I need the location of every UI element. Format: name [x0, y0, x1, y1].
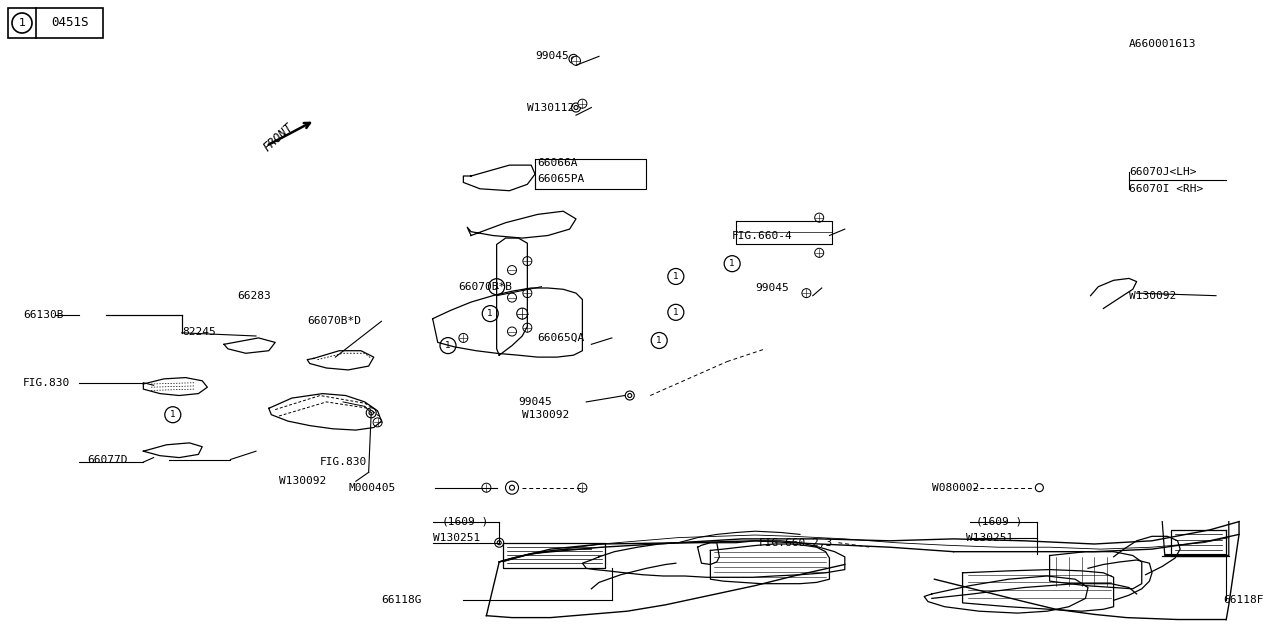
Text: (1609-): (1609-)	[975, 516, 1023, 527]
Text: 99045: 99045	[518, 397, 552, 407]
Circle shape	[372, 418, 383, 427]
Text: W130112: W130112	[527, 102, 575, 113]
Circle shape	[652, 333, 667, 348]
Text: 99045: 99045	[755, 283, 788, 293]
Text: FIG.830: FIG.830	[320, 457, 367, 467]
Circle shape	[517, 308, 527, 319]
Circle shape	[577, 483, 588, 492]
Circle shape	[522, 289, 532, 298]
Text: 66065PA: 66065PA	[538, 174, 585, 184]
Text: 66077D: 66077D	[87, 454, 128, 465]
Text: 1: 1	[730, 259, 735, 268]
Circle shape	[1036, 484, 1043, 492]
Circle shape	[668, 269, 684, 284]
Text: W080002: W080002	[932, 483, 979, 493]
Text: W130251: W130251	[966, 532, 1014, 543]
Text: 66130B: 66130B	[23, 310, 64, 320]
Text: 1: 1	[18, 18, 26, 28]
Text: 66065QA: 66065QA	[538, 333, 585, 343]
Text: 1: 1	[673, 272, 678, 281]
Text: 1: 1	[170, 410, 175, 419]
Text: 66070J<LH>: 66070J<LH>	[1129, 166, 1197, 177]
Text: FRONT: FRONT	[261, 121, 296, 154]
Text: 1: 1	[494, 282, 499, 291]
Circle shape	[625, 391, 635, 400]
Circle shape	[366, 408, 376, 418]
Circle shape	[458, 333, 468, 342]
Text: FIG.660-2,3: FIG.660-2,3	[759, 538, 833, 548]
Text: (1609-): (1609-)	[442, 516, 489, 527]
Text: 0451S: 0451S	[51, 17, 88, 29]
Text: W130092: W130092	[522, 410, 570, 420]
Text: W130251: W130251	[433, 532, 480, 543]
Text: 66066A: 66066A	[538, 158, 579, 168]
Circle shape	[483, 306, 498, 321]
Circle shape	[507, 266, 517, 275]
Text: 1: 1	[657, 336, 662, 345]
Text: 66118G: 66118G	[381, 595, 422, 605]
Circle shape	[668, 304, 684, 320]
Text: FIG.660-4: FIG.660-4	[732, 230, 792, 241]
Circle shape	[440, 338, 456, 353]
Circle shape	[506, 481, 518, 494]
Circle shape	[507, 293, 517, 302]
Text: W130092: W130092	[1129, 291, 1176, 301]
Text: M000405: M000405	[348, 483, 396, 493]
Text: 66070B*B: 66070B*B	[458, 282, 512, 292]
Circle shape	[494, 538, 504, 547]
Circle shape	[571, 56, 581, 65]
Circle shape	[801, 289, 812, 298]
Text: A660001613: A660001613	[1129, 38, 1197, 49]
Text: 1: 1	[445, 341, 451, 350]
Circle shape	[577, 99, 588, 108]
Text: W130092: W130092	[279, 476, 326, 486]
Text: 99045: 99045	[535, 51, 568, 61]
Circle shape	[481, 483, 492, 492]
Text: 66283: 66283	[237, 291, 270, 301]
Circle shape	[814, 213, 824, 222]
Text: FIG.830: FIG.830	[23, 378, 70, 388]
Circle shape	[522, 257, 532, 266]
FancyBboxPatch shape	[8, 8, 102, 38]
Text: 1: 1	[488, 309, 493, 318]
Text: 82245: 82245	[182, 326, 215, 337]
Circle shape	[489, 279, 504, 294]
Circle shape	[507, 327, 517, 336]
Circle shape	[522, 323, 532, 332]
Text: 66070B*D: 66070B*D	[307, 316, 361, 326]
Text: 66070I <RH>: 66070I <RH>	[1129, 184, 1203, 194]
Circle shape	[165, 407, 180, 423]
Circle shape	[724, 255, 740, 271]
Text: 1: 1	[673, 308, 678, 317]
Circle shape	[814, 248, 824, 257]
Text: 66118F: 66118F	[1224, 595, 1265, 605]
